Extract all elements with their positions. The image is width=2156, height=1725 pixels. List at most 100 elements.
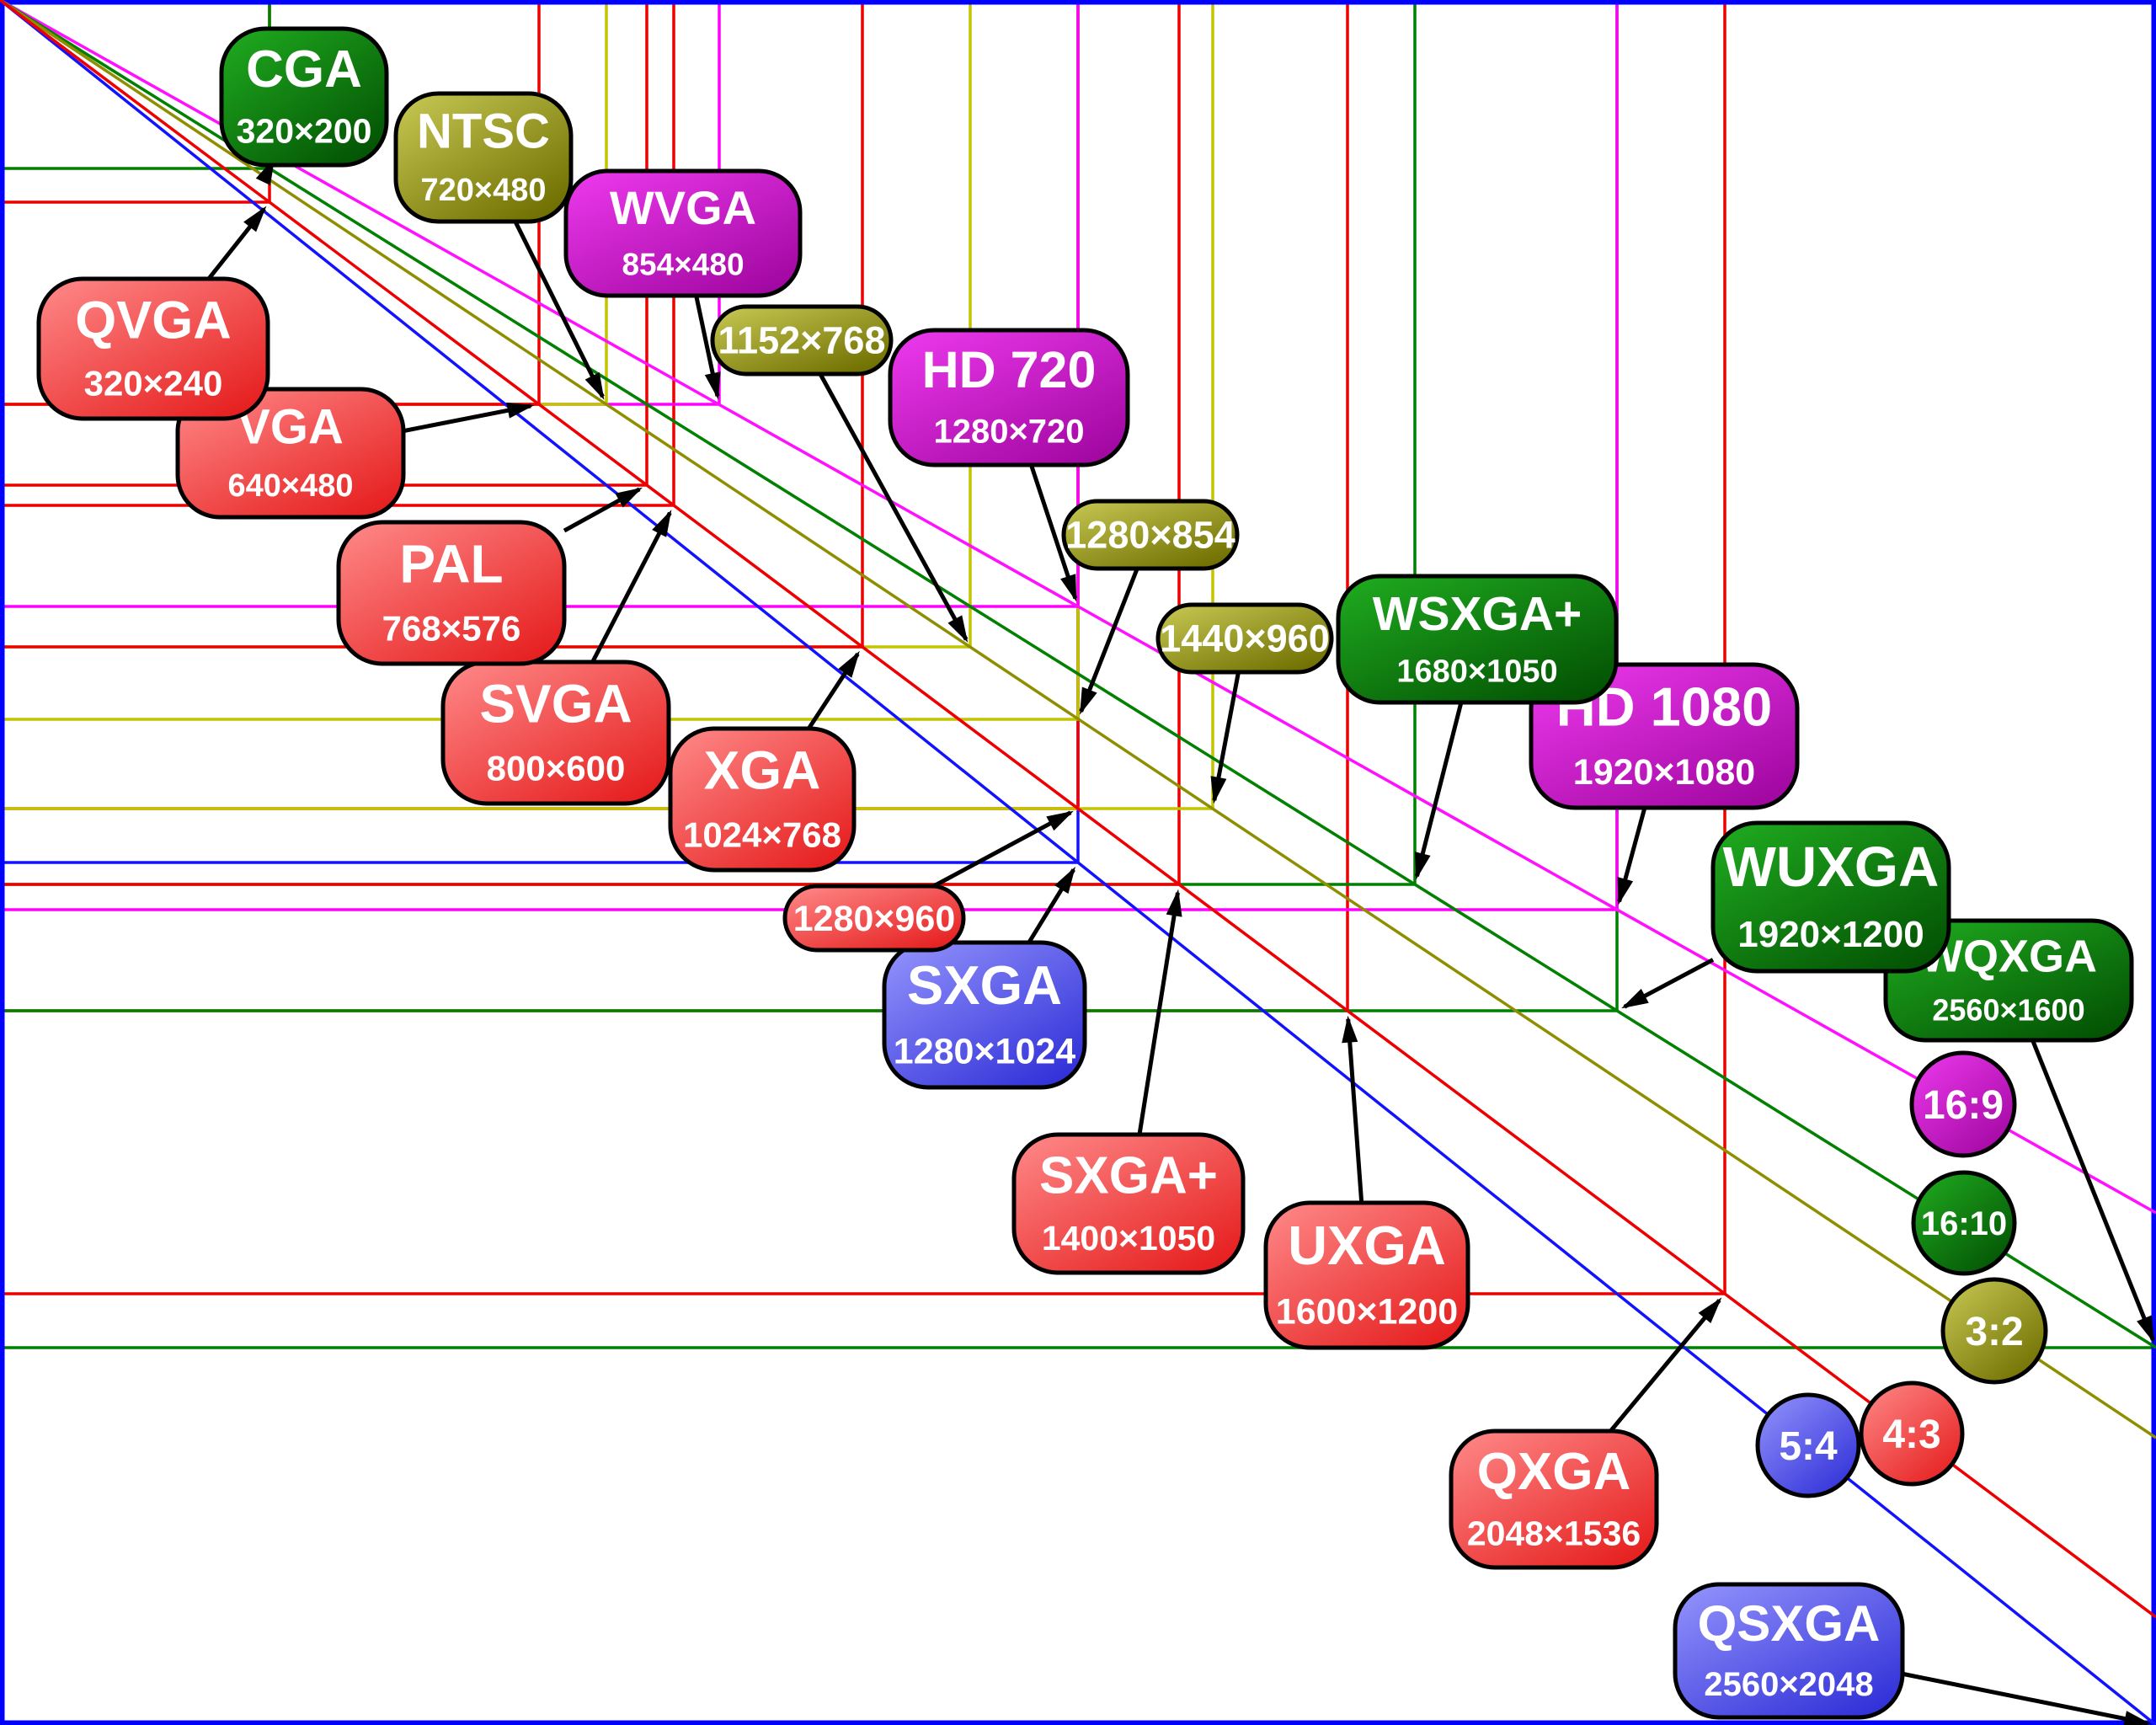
arrow-1280×720: [1029, 464, 1078, 602]
label-pill: [1061, 499, 1240, 571]
arrow-1920×1080: [1617, 807, 1647, 905]
label-name: QVGA: [75, 291, 232, 350]
arrow-854×480: [694, 295, 721, 400]
label-dims: 1920×1200: [1737, 914, 1924, 955]
label-dims: 1440×960: [1160, 617, 1329, 660]
badge-ratio-text: 16:9: [1923, 1083, 2004, 1128]
label-pill: [668, 726, 857, 873]
badge-16:9: 16:9: [1909, 1050, 2017, 1158]
diagonal-16:9: [0, 0, 2156, 1215]
arrow-1280×854: [1079, 568, 1139, 715]
label-dims: 768×576: [382, 608, 521, 648]
arrow-1920×1200: [1621, 958, 1715, 1009]
label-wqxga: WQXGA 2560×1600: [1883, 918, 2134, 1043]
label-sxga+: SXGA+ 1400×1050: [1011, 1132, 1246, 1275]
label-dims: 1280×720: [933, 414, 1084, 451]
label-pill: [563, 168, 803, 298]
label-dims: 1280×854: [1065, 514, 1235, 557]
arrow-1152×768: [818, 372, 969, 643]
badge-circle: [1909, 1050, 2017, 1158]
arrow-1400×1050: [1137, 889, 1182, 1135]
label-name: NTSC: [417, 104, 550, 159]
resolution-rect-1440×960: [0, 0, 1214, 810]
label-dims: 1024×768: [683, 814, 841, 854]
resolution-rect-2048×1536: [0, 0, 1726, 1295]
diagonal-16:10: [0, 0, 2156, 1349]
arrow-1024×768: [807, 650, 860, 730]
label-name: QXGA: [1477, 1443, 1631, 1501]
label-name: HD 720: [922, 341, 1097, 398]
arrow-2560×2048: [1902, 1671, 2152, 1725]
label-dims: 854×480: [622, 248, 744, 282]
badge-ratio-text: 16:10: [1921, 1205, 2007, 1242]
label-dims: 1280×1024: [894, 1032, 1076, 1072]
label-pill: [1155, 602, 1334, 675]
badge-16:10: 16:10: [1911, 1170, 2017, 1276]
label-dims: 2560×1600: [1932, 993, 2084, 1028]
badge-circle: [1911, 1170, 2017, 1276]
label-qxga: QXGA 2048×1536: [1449, 1429, 1659, 1570]
arrow-1280×1024: [1027, 866, 1075, 944]
badge-5:4: 5:4: [1755, 1392, 1861, 1498]
label-qsxga: QSXGA 2560×2048: [1673, 1582, 1905, 1720]
arrow-1680×1050: [1415, 702, 1464, 880]
label-uxga: UXGA 1600×1200: [1263, 1200, 1470, 1350]
arrow-800×600: [590, 510, 672, 664]
label-pill: [1673, 1582, 1905, 1720]
label-pill: [393, 91, 574, 224]
label-name: WSXGA+: [1373, 587, 1582, 641]
diagonal-4:3: [0, 0, 2156, 1619]
label-hd-720: HD 720 1280×720: [888, 328, 1130, 467]
label-name: WUXGA: [1723, 836, 1940, 899]
label-pill: [219, 26, 389, 168]
label-pill: [440, 660, 671, 806]
label-pill: [175, 387, 406, 520]
label-name: SXGA: [907, 954, 1062, 1016]
label-pill: [1883, 918, 2134, 1043]
arrow-640×480: [403, 402, 535, 434]
label-pill: [336, 520, 567, 666]
label-name: SVGA: [479, 673, 632, 734]
arrow-720×480: [513, 220, 605, 400]
label-pill: [710, 304, 894, 377]
label-dims: 1680×1050: [1396, 654, 1557, 689]
label-dims: 800×600: [487, 748, 626, 788]
arrow-1280×960: [932, 810, 1074, 889]
label-1440×960: 1440×960: [1155, 602, 1334, 675]
label-name: PAL: [399, 533, 503, 594]
badge-ratio-text: 4:3: [1882, 1413, 1940, 1457]
label-name: XGA: [704, 740, 821, 800]
arrow-2560×1600: [2031, 1039, 2155, 1343]
label-1280×854: 1280×854: [1061, 499, 1240, 571]
label-dims: 1280×960: [793, 899, 956, 939]
label-dims: 720×480: [421, 173, 547, 208]
label-dims: 320×240: [84, 364, 223, 403]
label-pill: [1710, 820, 1951, 974]
label-name: UXGA: [1288, 1215, 1446, 1276]
label-pal: PAL 768×576: [336, 520, 567, 666]
label-pill: [1449, 1429, 1659, 1570]
label-wvga: WVGA 854×480: [563, 168, 803, 298]
badge-4:3: 4:3: [1859, 1381, 1965, 1487]
label-pill: [1011, 1132, 1246, 1275]
label-dims: 1400×1050: [1042, 1219, 1215, 1258]
label-pill: [888, 328, 1130, 467]
resolution-rect-2560×1600: [0, 0, 2156, 1349]
badge-ratio-text: 5:4: [1779, 1424, 1838, 1469]
resolution-rect-1400×1050: [0, 0, 1181, 886]
label-name: WVGA: [610, 181, 756, 234]
label-qvga: QVGA 320×240: [36, 276, 270, 421]
badge-ratio-text: 3:2: [1965, 1310, 2023, 1354]
label-svga: SVGA 800×600: [440, 660, 671, 806]
diagonal-3:2: [0, 0, 2156, 1439]
arrow-320×240: [206, 206, 267, 280]
label-sxga: SXGA 1280×1024: [882, 940, 1087, 1090]
badge-circle: [1940, 1277, 2048, 1385]
label-name: WQXGA: [1920, 931, 2097, 981]
label-dims: 2560×2048: [1704, 1666, 1873, 1703]
label-1280×960: 1280×960: [782, 884, 966, 953]
